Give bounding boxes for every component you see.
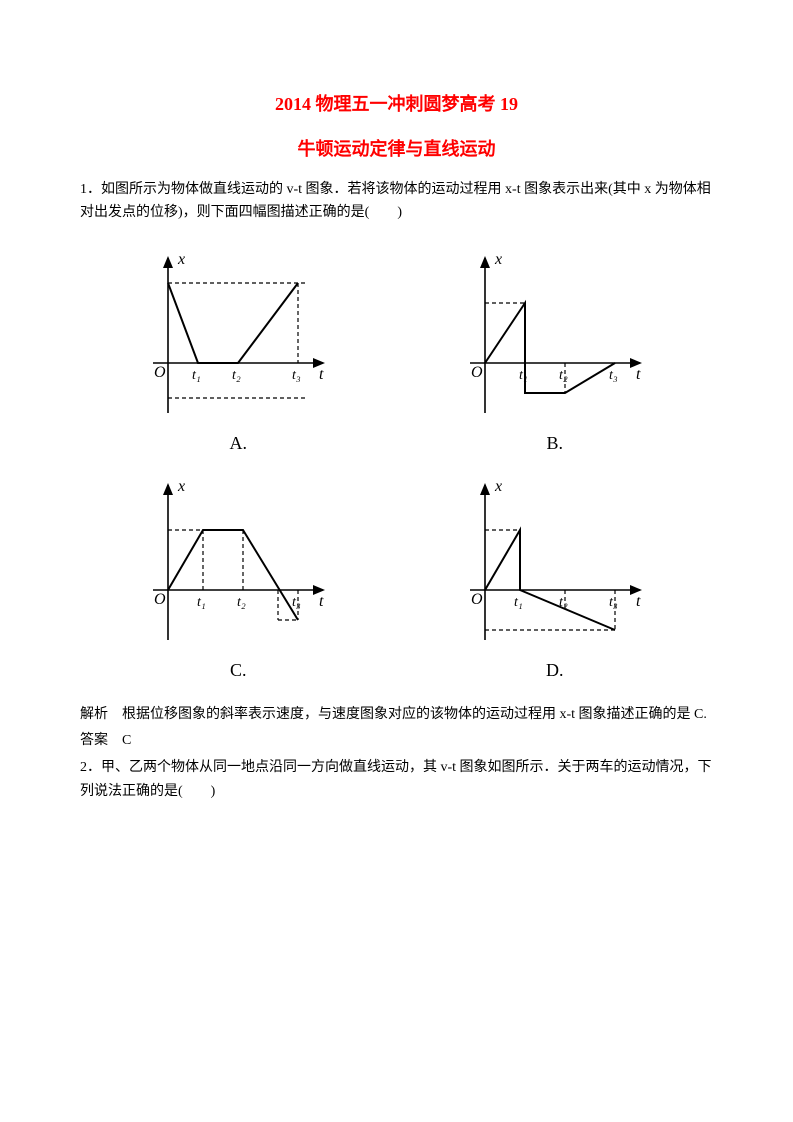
svg-text:t: t <box>319 366 324 383</box>
main-title: 2014 物理五一冲刺圆梦高考 19 <box>80 90 713 119</box>
label-C: C. <box>138 656 338 685</box>
svg-text:x: x <box>177 251 185 268</box>
svg-text:t₁: t₁ <box>514 595 523 610</box>
svg-text:t₂: t₂ <box>559 595 568 610</box>
question-2-text: 2．甲、乙两个物体从同一地点沿同一方向做直线运动，其 v-t 图象如图所示．关于… <box>80 756 713 804</box>
svg-text:t₃: t₃ <box>292 368 301 383</box>
svg-text:t₃: t₃ <box>292 595 301 610</box>
sub-title: 牛顿运动定律与直线运动 <box>80 135 713 164</box>
figure-row-2: x t Ot₁ t₂ t₃ C. x t Ot₁ t₂ t₃ D. <box>80 470 713 685</box>
svg-text:t₁: t₁ <box>197 595 206 610</box>
svg-text:O: O <box>471 591 483 608</box>
svg-text:O: O <box>154 591 166 608</box>
chart-A: x t Ot₁ t₂ t₃ <box>138 243 338 423</box>
svg-text:t₁: t₁ <box>519 368 528 383</box>
figure-row-1: x t Ot₁ t₂ t₃ A. x t Ot₁ t₂ t₃ B. <box>80 243 713 458</box>
figure-A: x t Ot₁ t₂ t₃ A. <box>138 243 338 458</box>
svg-text:t: t <box>319 593 324 610</box>
svg-text:x: x <box>177 478 185 495</box>
svg-text:t₁: t₁ <box>192 368 201 383</box>
label-D: D. <box>455 656 655 685</box>
chart-D: x t Ot₁ t₂ t₃ <box>455 470 655 650</box>
svg-text:t: t <box>636 366 641 383</box>
figure-B: x t Ot₁ t₂ t₃ B. <box>455 243 655 458</box>
svg-text:O: O <box>154 364 166 381</box>
chart-C: x t Ot₁ t₂ t₃ <box>138 470 338 650</box>
svg-text:t₂: t₂ <box>559 368 568 383</box>
svg-text:t: t <box>636 593 641 610</box>
question-1-text: 1．如图所示为物体做直线运动的 v-t 图象．若将该物体的运动过程用 x-t 图… <box>80 178 713 226</box>
svg-text:t₃: t₃ <box>609 595 618 610</box>
svg-text:t₂: t₂ <box>237 595 246 610</box>
svg-text:O: O <box>471 364 483 381</box>
q1-explanation: 解析 根据位移图象的斜率表示速度，与速度图象对应的该物体的运动过程用 x-t 图… <box>80 703 713 727</box>
svg-text:t₂: t₂ <box>232 368 241 383</box>
label-B: B. <box>455 429 655 458</box>
svg-text:x: x <box>494 251 502 268</box>
svg-text:t₃: t₃ <box>609 368 618 383</box>
figure-C: x t Ot₁ t₂ t₃ C. <box>138 470 338 685</box>
chart-B: x t Ot₁ t₂ t₃ <box>455 243 655 423</box>
figure-D: x t Ot₁ t₂ t₃ D. <box>455 470 655 685</box>
svg-text:x: x <box>494 478 502 495</box>
q1-answer: 答案 C <box>80 729 713 753</box>
label-A: A. <box>138 429 338 458</box>
